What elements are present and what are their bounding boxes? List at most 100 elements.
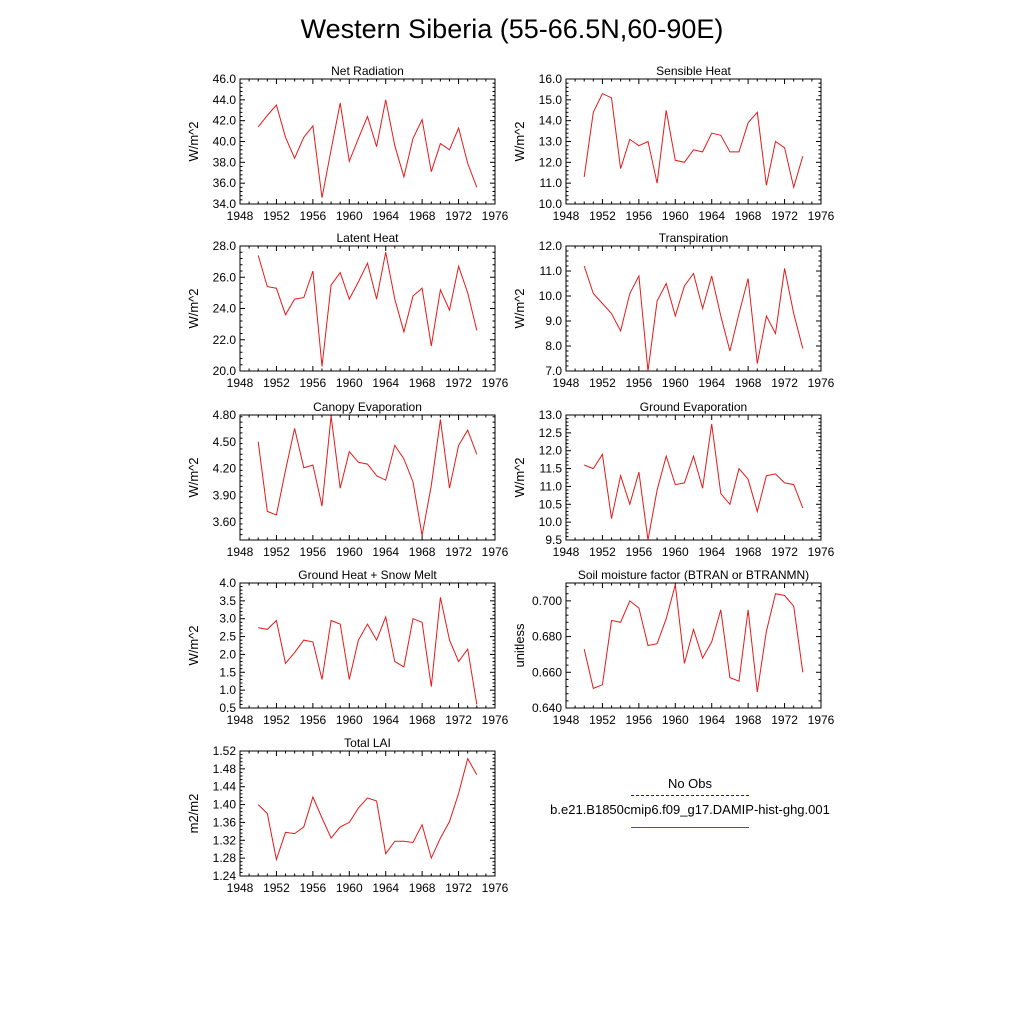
plot-7-ytick-label: 0.5 <box>219 701 236 715</box>
plot-8-ytick-label: 0.660 <box>532 665 562 679</box>
plot-1-frame <box>239 78 496 205</box>
plot-7: Ground Heat + Snow Melt W/m^2 1948 1952 1956… <box>186 568 509 727</box>
plot-8-series-line <box>583 584 804 692</box>
plot-1-ytick-label: 42.0 <box>213 114 237 128</box>
plot-1-xtick-label: 1952 <box>263 209 290 223</box>
plot-2-xtick-label: 1956 <box>626 209 653 223</box>
plot-1-xtick-label: 1976 <box>482 209 509 223</box>
plot-1-ylabel: W/m^2 <box>186 121 201 161</box>
legend: No Obs b.e21.B1850cmip6.f09_g17.DAMIP-hi… <box>520 776 860 828</box>
plot-9-xtick-label: 1956 <box>300 881 327 895</box>
plot-4-xtick-label: 1968 <box>735 376 762 390</box>
plot-5-ytick-label: 4.80 <box>213 408 237 422</box>
plot-2-title: Sensible Heat <box>656 64 731 78</box>
plot-9-ytick-label: 1.52 <box>213 744 237 758</box>
plot-6-ytick-label: 11.0 <box>540 479 563 493</box>
plot-7-ytick-label: 2.5 <box>219 630 236 644</box>
plot-4-series-line <box>583 265 804 372</box>
plot-2-ytick-label: 11.0 <box>540 176 563 190</box>
plot-1-xtick-label: 1968 <box>409 209 436 223</box>
legend-obs-label: No Obs <box>667 776 713 791</box>
plot-8-xtick-label: 1952 <box>589 713 616 727</box>
plot-1-series-line <box>257 99 478 198</box>
plot-4-xtick-label: 1952 <box>589 376 616 390</box>
plot-7-xtick-label: 1972 <box>445 713 472 727</box>
plot-2-xtick-label: 1964 <box>698 209 725 223</box>
plot-7-ylabel: W/m^2 <box>186 625 201 665</box>
plot-3-title: Latent Heat <box>336 231 399 245</box>
plot-6-ytick-label: 10.0 <box>539 515 563 529</box>
plot-5-series-line <box>257 415 478 536</box>
plot-4-xtick-label: 1976 <box>808 376 835 390</box>
plot-7-ytick-label: 1.5 <box>219 665 236 679</box>
plot-7-series-line <box>258 597 478 705</box>
plot-6-frame <box>565 414 822 541</box>
plot-5-xtick-label: 1968 <box>409 545 436 559</box>
plot-4-xtick-label: 1964 <box>698 376 725 390</box>
plot-8-title: Soil moisture factor (BTRAN or BTRANMN) <box>578 568 809 582</box>
plot-9-ytick-label: 1.28 <box>213 851 237 865</box>
plot-5-ytick-label: 4.50 <box>213 435 237 449</box>
plot-6-xtick-label: 1968 <box>735 545 762 559</box>
plot-2-series-line <box>583 92 804 190</box>
plot-1-xtick-label: 1964 <box>372 209 399 223</box>
plot-9-series-line <box>257 757 478 862</box>
plot-6-xtick-label: 1964 <box>698 545 725 559</box>
legend-model-line <box>631 827 749 828</box>
plot-2-ytick-label: 16.0 <box>539 72 563 86</box>
plot-5-xtick-label: 1976 <box>482 545 509 559</box>
plot-9-ylabel: m2/m2 <box>186 794 201 834</box>
plot-1: Net Radiation W/m^2 1948 1952 1956 1960 1964 19… <box>186 64 509 223</box>
plot-6-ytick-label: 11.5 <box>540 462 563 476</box>
plot-9-ytick-label: 1.36 <box>213 815 237 829</box>
plot-6-ytick-label: 9.5 <box>545 533 562 547</box>
plot-3-xtick-label: 1964 <box>372 376 399 390</box>
plot-9-ytick-label: 1.32 <box>213 833 237 847</box>
plot-7-xtick-label: 1976 <box>482 713 509 727</box>
plot-2-xtick-label: 1948 <box>553 209 580 223</box>
plot-3-ytick-label: 20.0 <box>213 364 237 378</box>
plot-7-xtick-label: 1960 <box>336 713 363 727</box>
plot-8-xtick-label: 1948 <box>553 713 580 727</box>
plot-6-xtick-label: 1956 <box>626 545 653 559</box>
plot-8-ytick-label: 0.700 <box>532 594 562 608</box>
plot-3-ylabel: W/m^2 <box>186 288 201 328</box>
plot-7-title: Ground Heat + Snow Melt <box>298 568 437 582</box>
plot-9-xtick-label: 1976 <box>482 881 509 895</box>
plot-1-xtick-label: 1960 <box>336 209 363 223</box>
plot-6-ytick-label: 12.0 <box>539 444 563 458</box>
plot-5-title: Canopy Evaporation <box>313 400 422 414</box>
plot-3-xtick-label: 1968 <box>409 376 436 390</box>
plot-4-xtick-label: 1960 <box>662 376 689 390</box>
plot-6-xtick-label: 1976 <box>808 545 835 559</box>
plot-6: Ground Evaporation W/m^2 1948 1952 1956 1960 1… <box>512 400 835 559</box>
plot-1-xtick-label: 1948 <box>227 209 254 223</box>
plot-3-ytick-label: 24.0 <box>213 302 237 316</box>
plot-6-ytick-label: 13.0 <box>539 408 563 422</box>
plot-9-xtick-label: 1948 <box>227 881 254 895</box>
plot-3-xtick-label: 1948 <box>227 376 254 390</box>
plot-3-xtick-label: 1972 <box>445 376 472 390</box>
plot-9-ytick-label: 1.24 <box>213 869 237 883</box>
plot-2-ytick-label: 14.0 <box>539 114 563 128</box>
plot-6-xtick-label: 1948 <box>553 545 580 559</box>
plot-2-frame <box>565 78 822 205</box>
plot-9: Total LAI m2/m2 1948 1952 1956 1960 1964 1968 19… <box>186 736 509 895</box>
plot-7-ytick-label: 1.0 <box>219 683 236 697</box>
plot-8-frame <box>565 582 822 709</box>
plot-1-ytick-label: 44.0 <box>213 93 237 107</box>
legend-obs-line <box>631 795 749 796</box>
plot-1-xtick-label: 1972 <box>445 209 472 223</box>
plot-5-xtick-label: 1964 <box>372 545 399 559</box>
plot-4-ytick-label: 10.0 <box>539 289 563 303</box>
plot-6-ylabel: W/m^2 <box>512 457 527 497</box>
plot-8-ylabel: unitless <box>512 623 527 668</box>
plot-4-title: Transpiration <box>659 231 729 245</box>
plot-8-ytick-label: 0.680 <box>532 630 562 644</box>
plot-9-title: Total LAI <box>344 736 391 750</box>
plot-5-frame <box>239 414 496 541</box>
plot-3-xtick-label: 1960 <box>336 376 363 390</box>
plot-7-ytick-label: 3.0 <box>219 612 236 626</box>
plot-2: Sensible Heat W/m^2 1948 1952 1956 1960 1964 19… <box>512 64 835 223</box>
plot-5-ytick-label: 3.90 <box>213 488 237 502</box>
